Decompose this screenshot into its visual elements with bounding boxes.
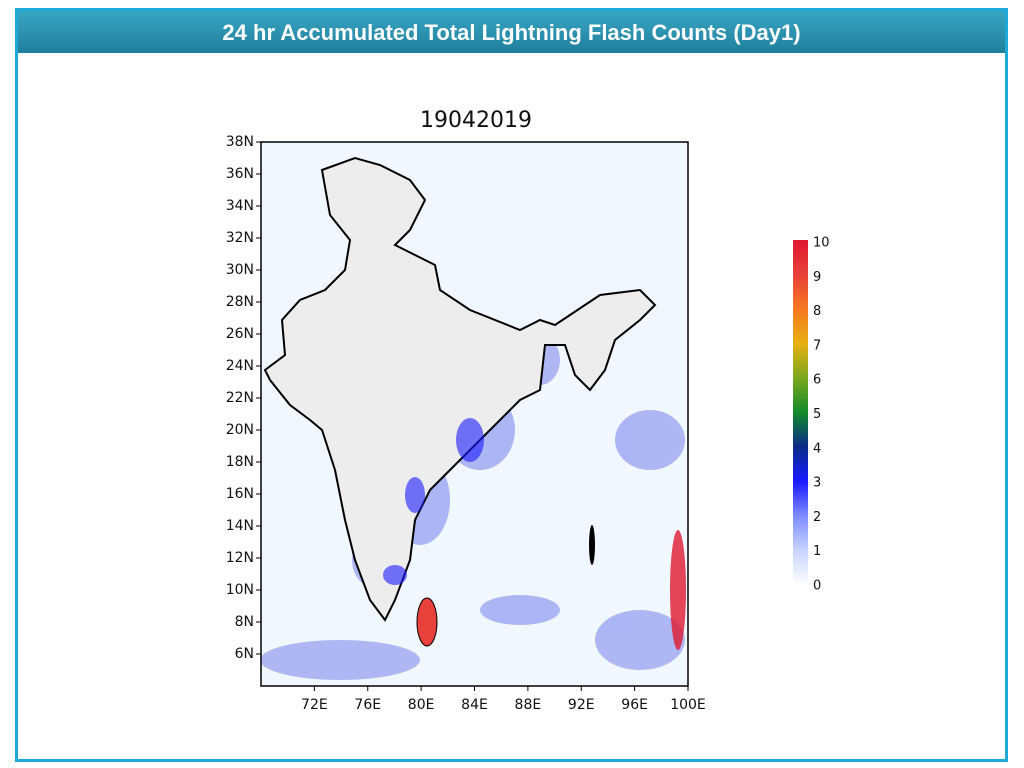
lat-tick-label: 16N <box>226 486 254 502</box>
lat-tick-label: 12N <box>226 550 254 566</box>
lon-tick-label: 88E <box>515 697 542 713</box>
lat-tick-label: 36N <box>226 166 254 182</box>
storm-cells-east <box>670 530 686 650</box>
colorbar-tick-label: 10 <box>813 236 830 251</box>
lat-tick-label: 18N <box>226 454 254 470</box>
lon-tick-label: 92E <box>568 697 595 713</box>
lon-tick-label: 100E <box>670 697 706 713</box>
colorbar-tick-label: 8 <box>813 304 821 319</box>
colorbar-tick-label: 3 <box>813 476 821 491</box>
lon-tick-label: 72E <box>301 697 328 713</box>
storm-cells <box>383 418 484 585</box>
lat-tick-label: 38N <box>226 134 254 150</box>
slide-title: 24 hr Accumulated Total Lightning Flash … <box>222 20 801 45</box>
lat-tick-label: 30N <box>226 262 254 278</box>
lat-tick-label: 34N <box>226 198 254 214</box>
lat-tick-label: 22N <box>226 390 254 406</box>
lat-tick-label: 24N <box>226 358 254 374</box>
colorbar-tick-label: 5 <box>813 407 821 422</box>
colorbar <box>793 240 808 585</box>
map-title: 19042019 <box>420 108 532 133</box>
lon-tick-label: 84E <box>461 697 488 713</box>
lat-tick-label: 26N <box>226 326 254 342</box>
lat-tick-label: 20N <box>226 422 254 438</box>
sri-lanka <box>416 597 438 647</box>
andaman-islands <box>589 525 595 565</box>
title-bar: 24 hr Accumulated Total Lightning Flash … <box>18 11 1005 53</box>
lat-tick-label: 10N <box>226 582 254 598</box>
lon-tick-label: 96E <box>621 697 648 713</box>
lat-tick-label: 14N <box>226 518 254 534</box>
lat-tick-label: 6N <box>235 646 254 662</box>
lat-tick-label: 8N <box>235 614 254 630</box>
colorbar-tick-label: 6 <box>813 373 821 388</box>
lon-tick-label: 80E <box>408 697 435 713</box>
colorbar-tick-label: 7 <box>813 338 821 353</box>
colorbar-tick-label: 9 <box>813 270 821 285</box>
colorbar-tick-label: 1 <box>813 544 821 559</box>
lat-tick-label: 28N <box>226 294 254 310</box>
india-outline <box>263 156 657 622</box>
colorbar-tick-label: 0 <box>813 579 821 594</box>
colorbar-tick-label: 4 <box>813 441 821 456</box>
lat-tick-label: 32N <box>226 230 254 246</box>
lon-tick-label: 76E <box>354 697 381 713</box>
colorbar-tick-label: 2 <box>813 510 821 525</box>
